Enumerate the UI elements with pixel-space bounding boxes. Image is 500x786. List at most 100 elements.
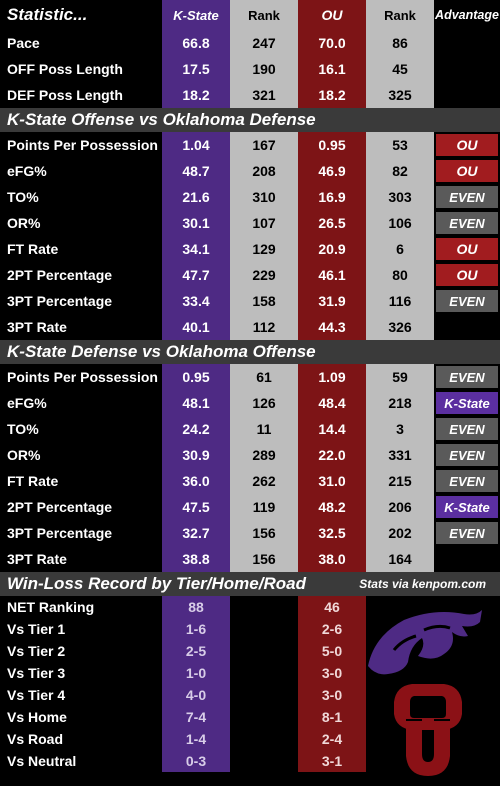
row-label: OR% [0,442,162,468]
ou-rank: 325 [366,82,434,108]
row-label: Vs Tier 1 [0,618,162,640]
kstate-value: 4-0 [162,684,230,706]
section-title: K-State Offense vs Oklahoma Defense [7,110,316,129]
ou-value: 3-1 [298,750,366,772]
table-row: FT Rate 34.1 129 20.9 6 OU [0,236,500,262]
advantage-badge: OU [436,160,498,182]
kstate-value: 38.8 [162,546,230,572]
ou-value: 46 [298,596,366,618]
kstate-rank: 167 [230,132,298,158]
header-rank2: Rank [366,0,434,30]
table-row: FT Rate 36.0 262 31.0 215 EVEN [0,468,500,494]
advantage-badge: EVEN [436,470,498,492]
row-label: OFF Poss Length [0,56,162,82]
row-label: Vs Tier 2 [0,640,162,662]
kstate-value: 0-3 [162,750,230,772]
advantage-badge: EVEN [436,366,498,388]
row-label: 2PT Percentage [0,494,162,520]
header-team1: K-State [162,0,230,30]
kstate-rank-empty [230,684,298,706]
kstate-value: 30.9 [162,442,230,468]
offense-rows: Points Per Possession 1.04 167 0.95 53 OU eFG%… [0,132,500,340]
kstate-value: 40.1 [162,314,230,340]
ou-value: 8-1 [298,706,366,728]
kstate-rank-empty [230,596,298,618]
ou-rank: 6 [366,236,434,262]
advantage-badge: EVEN [436,290,498,312]
kstate-rank: 61 [230,364,298,390]
advantage-badge: EVEN [436,212,498,234]
table-row: Vs Neutral 0-3 3-1 [0,750,500,772]
row-label: Vs Tier 3 [0,662,162,684]
ou-value: 31.0 [298,468,366,494]
advantage-cell: OU [434,262,500,288]
ou-value: 46.1 [298,262,366,288]
table-row: NET Ranking 88 46 [0,596,500,618]
ou-value: 20.9 [298,236,366,262]
advantage-cell: EVEN [434,416,500,442]
defense-rows: Points Per Possession 0.95 61 1.09 59 EVEN eFG… [0,364,500,572]
ou-value: 3-0 [298,684,366,706]
table-row: Points Per Possession 0.95 61 1.09 59 EVEN [0,364,500,390]
advantage-badge: OU [436,238,498,260]
kstate-value: 21.6 [162,184,230,210]
ou-rank: 202 [366,520,434,546]
kstate-rank-empty [230,662,298,684]
advantage-badge: EVEN [436,186,498,208]
advantage-badge: EVEN [436,444,498,466]
advantage-cell: K-State [434,390,500,416]
ou-rank: 53 [366,132,434,158]
ou-rank: 303 [366,184,434,210]
advantage-badge: OU [436,264,498,286]
table-row: TO% 21.6 310 16.9 303 EVEN [0,184,500,210]
row-label: 3PT Rate [0,546,162,572]
row-label: TO% [0,184,162,210]
kstate-value: 24.2 [162,416,230,442]
ou-value: 31.9 [298,288,366,314]
advantage-cell [434,750,500,772]
kstate-value: 48.7 [162,158,230,184]
row-label: 3PT Percentage [0,288,162,314]
ou-rank: 164 [366,546,434,572]
kstate-value: 34.1 [162,236,230,262]
section-title: K-State Defense vs Oklahoma Offense [7,342,316,361]
kstate-rank-empty [230,640,298,662]
ou-value: 26.5 [298,210,366,236]
ou-rank: 116 [366,288,434,314]
row-label: Vs Neutral [0,750,162,772]
kstate-value: 1.04 [162,132,230,158]
table-row: OR% 30.9 289 22.0 331 EVEN [0,442,500,468]
kstate-rank: 262 [230,468,298,494]
kstate-rank: 310 [230,184,298,210]
ou-value: 32.5 [298,520,366,546]
table-row: Vs Tier 3 1-0 3-0 [0,662,500,684]
row-label: 2PT Percentage [0,262,162,288]
table-row: 2PT Percentage 47.7 229 46.1 80 OU [0,262,500,288]
ou-value: 14.4 [298,416,366,442]
ou-rank: 106 [366,210,434,236]
header-rank1: Rank [230,0,298,30]
row-label: TO% [0,416,162,442]
ou-value: 46.9 [298,158,366,184]
ou-rank: 218 [366,390,434,416]
row-label: DEF Poss Length [0,82,162,108]
table-row: OFF Poss Length 17.5 190 16.1 45 [0,56,500,82]
kstate-rank: 126 [230,390,298,416]
table-row: TO% 24.2 11 14.4 3 EVEN [0,416,500,442]
row-label: Vs Tier 4 [0,684,162,706]
ou-value: 22.0 [298,442,366,468]
header-row: Statistic... K-State Rank OU Rank Advant… [0,0,500,30]
advantage-cell [434,56,500,82]
advantage-cell: EVEN [434,210,500,236]
kstate-rank: 129 [230,236,298,262]
kstate-rank-empty [230,618,298,640]
ou-value: 3-0 [298,662,366,684]
table-row: eFG% 48.1 126 48.4 218 K-State [0,390,500,416]
advantage-badge: K-State [436,392,498,414]
kstate-rank: 229 [230,262,298,288]
kstate-rank: 247 [230,30,298,56]
ou-value: 18.2 [298,82,366,108]
advantage-cell: EVEN [434,184,500,210]
kstate-value: 0.95 [162,364,230,390]
